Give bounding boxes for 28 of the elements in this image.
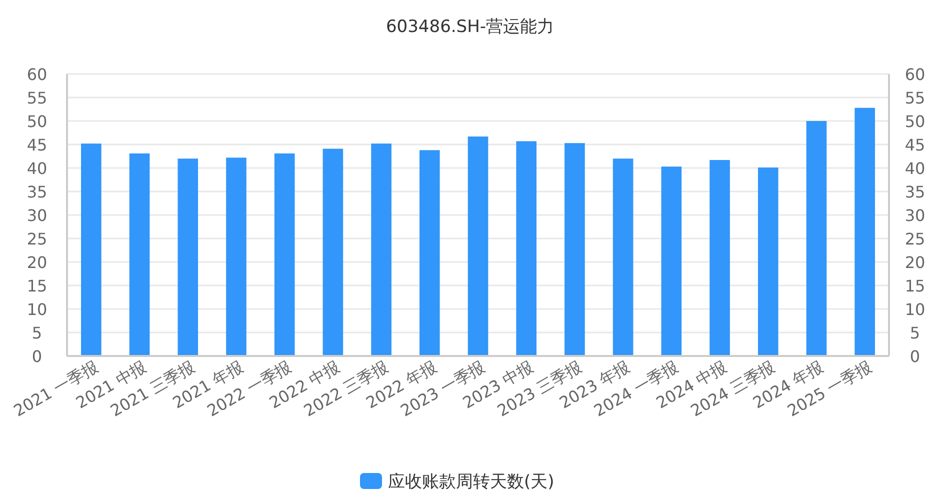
y2-tick-label: 30	[904, 206, 926, 225]
chart-title: 603486.SH-营运能力	[386, 17, 554, 37]
y-tick-label: 15	[26, 276, 48, 296]
y2-tick-label: 10	[904, 300, 926, 319]
y2-tick-label: 55	[904, 88, 926, 108]
legend-label: 应收账款周转天数(天)	[388, 472, 554, 492]
y2-tick-label: 60	[904, 65, 926, 84]
y-tick-label: 10	[26, 300, 48, 319]
y2-tick-label: 20	[904, 253, 926, 272]
y-tick-label: 35	[26, 182, 48, 202]
y2-tick-label: 25	[904, 230, 926, 248]
y-tick-label: 60	[26, 65, 48, 84]
y-tick-label: 40	[26, 159, 48, 178]
y-tick-label: 45	[26, 136, 48, 154]
y-tick-label: 25	[26, 230, 48, 248]
y-tick-label: 55	[26, 88, 48, 108]
y2-tick-label: 40	[904, 159, 926, 178]
y2-tick-label: 35	[904, 182, 926, 202]
y-tick-label: 0	[32, 347, 42, 366]
y-tick-label: 20	[26, 253, 48, 272]
y2-tick-label: 0	[910, 347, 920, 366]
y2-tick-label: 5	[910, 324, 920, 342]
y2-tick-label: 50	[904, 112, 926, 131]
y2-tick-label: 45	[904, 136, 926, 154]
y2-tick-label: 15	[904, 276, 926, 296]
y-tick-label: 50	[26, 112, 48, 131]
y-tick-label: 5	[32, 324, 42, 342]
y-tick-label: 30	[26, 206, 48, 225]
